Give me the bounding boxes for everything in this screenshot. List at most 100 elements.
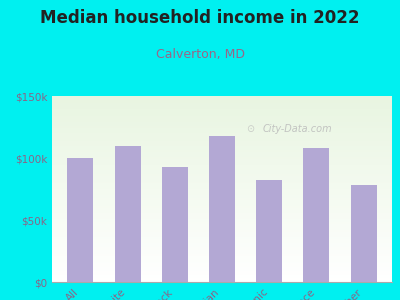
Bar bbox=[52, 276, 392, 278]
Bar bbox=[52, 109, 392, 111]
Bar bbox=[52, 139, 392, 141]
Bar bbox=[52, 159, 392, 161]
Bar bbox=[52, 180, 392, 182]
Bar bbox=[52, 174, 392, 176]
Bar bbox=[52, 196, 392, 198]
Bar bbox=[52, 133, 392, 135]
Bar bbox=[52, 122, 392, 124]
Bar bbox=[68, 158, 94, 282]
Bar bbox=[52, 126, 392, 127]
Bar bbox=[52, 254, 392, 256]
Bar bbox=[52, 273, 392, 274]
Bar bbox=[52, 163, 392, 165]
Bar bbox=[52, 234, 392, 236]
Bar bbox=[52, 262, 392, 263]
Bar bbox=[52, 265, 392, 267]
Bar bbox=[52, 230, 392, 232]
Bar bbox=[52, 280, 392, 282]
Bar bbox=[52, 170, 392, 172]
Bar bbox=[52, 150, 392, 152]
Bar bbox=[52, 269, 392, 271]
Bar bbox=[52, 100, 392, 102]
Bar bbox=[52, 141, 392, 142]
Bar bbox=[52, 154, 392, 155]
Bar bbox=[52, 142, 392, 144]
Bar bbox=[52, 130, 392, 131]
Bar bbox=[52, 155, 392, 158]
Bar bbox=[52, 152, 392, 154]
Bar bbox=[52, 226, 392, 228]
Bar bbox=[52, 204, 392, 206]
Bar bbox=[52, 191, 392, 193]
Text: ⊙: ⊙ bbox=[246, 124, 254, 134]
Bar bbox=[52, 102, 392, 103]
Bar bbox=[52, 260, 392, 262]
Bar bbox=[52, 193, 392, 195]
Bar bbox=[52, 247, 392, 248]
Bar bbox=[162, 167, 188, 282]
Bar bbox=[52, 128, 392, 130]
Bar bbox=[256, 180, 282, 282]
Bar bbox=[52, 116, 392, 118]
Bar bbox=[350, 185, 376, 282]
Bar bbox=[52, 185, 392, 187]
Bar bbox=[52, 258, 392, 260]
Bar bbox=[52, 243, 392, 245]
Bar bbox=[52, 165, 392, 167]
Bar bbox=[115, 146, 140, 282]
Bar bbox=[52, 113, 392, 115]
Bar bbox=[52, 172, 392, 174]
Bar bbox=[52, 148, 392, 150]
Bar bbox=[52, 263, 392, 265]
Text: Median household income in 2022: Median household income in 2022 bbox=[40, 9, 360, 27]
Bar bbox=[52, 161, 392, 163]
Bar bbox=[52, 189, 392, 191]
Bar bbox=[52, 217, 392, 219]
Bar bbox=[52, 209, 392, 211]
Bar bbox=[52, 167, 392, 169]
Bar bbox=[52, 250, 392, 252]
Bar bbox=[52, 118, 392, 120]
Bar bbox=[52, 228, 392, 230]
Bar bbox=[52, 241, 392, 243]
Bar bbox=[52, 239, 392, 241]
Bar bbox=[52, 202, 392, 204]
Bar bbox=[52, 176, 392, 178]
Bar bbox=[52, 206, 392, 208]
Bar bbox=[52, 256, 392, 258]
Bar bbox=[52, 267, 392, 269]
Bar bbox=[52, 131, 392, 133]
Bar bbox=[52, 187, 392, 189]
Bar bbox=[52, 103, 392, 105]
Bar bbox=[52, 211, 392, 213]
Bar bbox=[52, 98, 392, 100]
Bar bbox=[52, 169, 392, 170]
Bar bbox=[52, 223, 392, 224]
Bar bbox=[52, 105, 392, 107]
Bar bbox=[52, 237, 392, 239]
Bar bbox=[52, 236, 392, 237]
Bar bbox=[52, 144, 392, 146]
Bar bbox=[52, 115, 392, 116]
Bar bbox=[52, 183, 392, 185]
Bar bbox=[52, 107, 392, 109]
Bar bbox=[52, 245, 392, 247]
Bar bbox=[52, 96, 392, 98]
Bar bbox=[52, 220, 392, 223]
Bar bbox=[52, 252, 392, 254]
Bar bbox=[52, 213, 392, 215]
Bar bbox=[52, 200, 392, 202]
Bar bbox=[52, 224, 392, 226]
Bar bbox=[209, 136, 235, 282]
Bar bbox=[52, 278, 392, 280]
Bar bbox=[52, 120, 392, 122]
Text: City-Data.com: City-Data.com bbox=[263, 124, 332, 134]
Bar bbox=[52, 135, 392, 137]
Text: Calverton, MD: Calverton, MD bbox=[156, 48, 244, 61]
Bar bbox=[304, 148, 329, 282]
Bar bbox=[52, 248, 392, 250]
Bar bbox=[52, 137, 392, 139]
Bar bbox=[52, 271, 392, 273]
Bar bbox=[52, 195, 392, 197]
Bar bbox=[52, 178, 392, 180]
